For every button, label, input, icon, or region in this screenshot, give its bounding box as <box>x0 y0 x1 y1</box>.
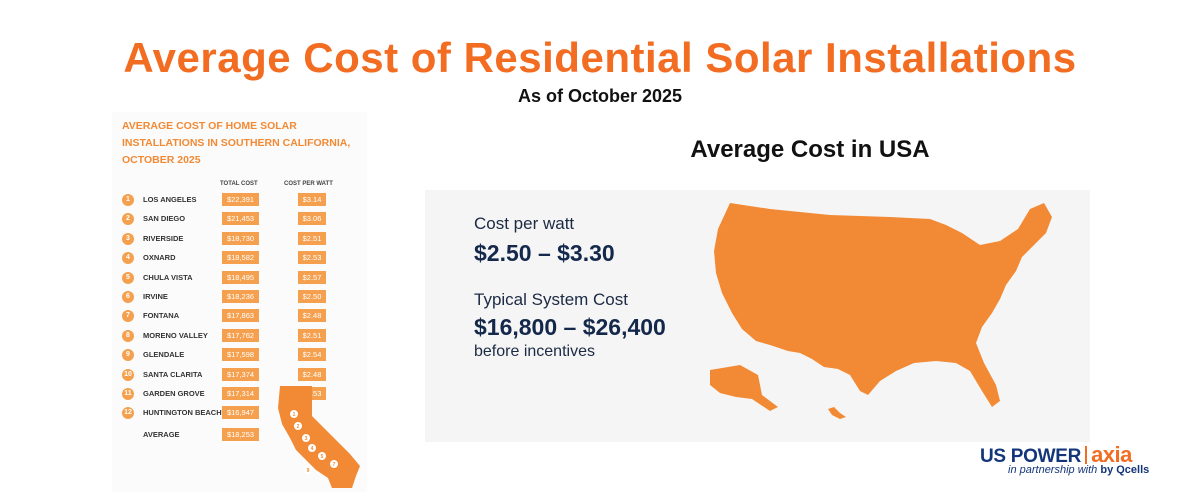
map-marker-label: 3 <box>305 436 308 442</box>
cost-per-watt-cell: $2.51 <box>298 231 326 245</box>
table-row: 9 GLENDALE $17,598 $2.54 <box>122 348 362 362</box>
cost-per-watt-cell: $2.50 <box>298 290 326 303</box>
cost-per-watt-label: Cost per watt <box>474 214 575 233</box>
table-row-average: AVERAGE $18,253 <box>122 428 362 442</box>
map-marker <box>294 422 302 430</box>
rank-badge: 2 <box>122 213 134 226</box>
city-name: LOS ANGELES <box>143 195 197 204</box>
cost-per-watt-cell: $3.06 <box>298 212 326 226</box>
map-marker <box>302 434 310 442</box>
map-marker <box>330 460 338 468</box>
logo-partnership-text: in partnership with <box>1008 464 1098 476</box>
cost-per-watt-value: $2.50 – $3.30 <box>474 240 615 266</box>
column-header-total-cost: TOTAL COST <box>220 181 258 187</box>
socal-cost-table-card: AVERAGE COST OF HOME SOLAR INSTALLATIONS… <box>112 112 367 492</box>
system-cost-label: Typical System Cost <box>474 290 628 309</box>
average-total-cost: $18,253 <box>222 428 259 441</box>
map-marker-label: 9 <box>307 468 310 474</box>
map-marker-label: 1 <box>293 412 296 418</box>
table-row: 10 SANTA CLARITA $17,374 $2.48 <box>122 367 362 382</box>
table-row: 4 OXNARD $18,582 $2.53 <box>122 251 362 265</box>
cost-per-watt-cell: $2.57 <box>298 270 326 284</box>
map-marker <box>304 466 312 474</box>
city-name: GLENDALE <box>143 350 185 360</box>
total-cost-cell: $17,314 <box>222 387 259 400</box>
cost-per-watt-cell: $2.48 <box>298 367 326 381</box>
city-name: SAN DIEGO <box>143 214 186 224</box>
city-name: GARDEN GROVE <box>143 389 205 398</box>
table-row: 8 MORENO VALLEY $17,762 $2.51 <box>122 328 362 343</box>
table-row: 2 SAN DIEGO $21,453 $3.06 <box>122 212 362 226</box>
cost-per-watt-cell: $2.53 <box>298 251 326 265</box>
cost-per-watt-cell: $2.54 <box>298 348 326 362</box>
cost-per-watt-cell: $2.48 <box>298 309 326 323</box>
total-cost-cell: $18,236 <box>222 290 259 303</box>
total-cost-cell: $22,391 <box>222 193 259 206</box>
map-marker-label: 5 <box>321 454 324 460</box>
total-cost-cell: $21,453 <box>222 212 259 226</box>
page-title: Average Cost of Residential Solar Instal… <box>123 34 1077 81</box>
city-name: CHULA VISTA <box>143 272 193 282</box>
column-header-cost-per-watt: COST PER WATT <box>284 181 333 187</box>
us-power-axia-logo: US POWER axia in partnership with by Qcel… <box>980 442 1180 482</box>
city-name: MORENO VALLEY <box>143 330 208 340</box>
total-cost-cell: $18,495 <box>222 270 259 284</box>
rank-badge: 3 <box>122 232 134 245</box>
cost-per-watt-cell: $2.51 <box>298 328 326 342</box>
total-cost-cell: $17,374 <box>222 367 259 381</box>
rank-badge: 7 <box>122 310 134 323</box>
rank-badge: 12 <box>122 407 134 420</box>
total-cost-cell: $18,730 <box>222 231 259 245</box>
map-marker <box>308 444 316 452</box>
city-name: FONTANA <box>143 311 180 321</box>
cost-per-watt-cell: $3.14 <box>298 193 326 206</box>
rank-badge: 1 <box>122 194 134 206</box>
map-marker <box>290 410 298 418</box>
rank-badge: 5 <box>122 271 134 284</box>
table-row: 6 IRVINE $18,236 $2.50 <box>122 290 362 304</box>
city-name: OXNARD <box>143 253 176 263</box>
map-marker <box>318 452 326 460</box>
rank-badge: 11 <box>122 388 134 400</box>
city-name: HUNTINGTON BEACH <box>143 408 222 418</box>
map-marker-label: 2 <box>297 424 300 430</box>
average-label: AVERAGE <box>143 430 180 439</box>
total-cost-cell: $16,947 <box>222 406 259 420</box>
map-marker-label: 7 <box>333 462 336 468</box>
usa-section-title: Average Cost in USA <box>690 136 930 163</box>
table-row: 12 HUNTINGTON BEACH $16,947 <box>122 406 362 420</box>
logo-qcells-text: by Qcells <box>1100 464 1150 476</box>
map-marker-label: 4 <box>311 446 314 452</box>
total-cost-cell: $17,598 <box>222 348 259 362</box>
table-heading: AVERAGE COST OF HOME SOLAR INSTALLATIONS… <box>122 120 351 166</box>
city-name: SANTA CLARITA <box>143 369 203 379</box>
system-cost-value: $16,800 – $26,400 <box>474 314 666 340</box>
table-row: 3 RIVERSIDE $18,730 $2.51 <box>122 231 362 246</box>
logo-axia-text: axia <box>1091 442 1132 467</box>
logo-brand-text: US POWER <box>980 446 1082 467</box>
rank-badge: 4 <box>122 252 134 265</box>
table-row: 5 CHULA VISTA $18,495 $2.57 <box>122 270 362 285</box>
city-name: RIVERSIDE <box>143 233 184 243</box>
page-subtitle: As of October 2025 <box>517 86 683 106</box>
usa-map-icon <box>710 203 1052 419</box>
table-row: 1 LOS ANGELES $22,391 $3.14 <box>122 193 362 207</box>
city-name: IRVINE <box>143 292 168 301</box>
rank-badge: 9 <box>122 349 134 362</box>
rank-badge: 6 <box>122 291 134 303</box>
total-cost-cell: $18,582 <box>222 251 259 265</box>
table-row: 7 FONTANA $17,863 $2.48 <box>122 309 362 323</box>
total-cost-cell: $17,863 <box>222 309 259 323</box>
total-cost-cell: $17,762 <box>222 328 259 342</box>
rank-badge: 10 <box>122 368 134 381</box>
rank-badge: 8 <box>122 329 134 342</box>
system-cost-note: before incentives <box>474 343 595 360</box>
